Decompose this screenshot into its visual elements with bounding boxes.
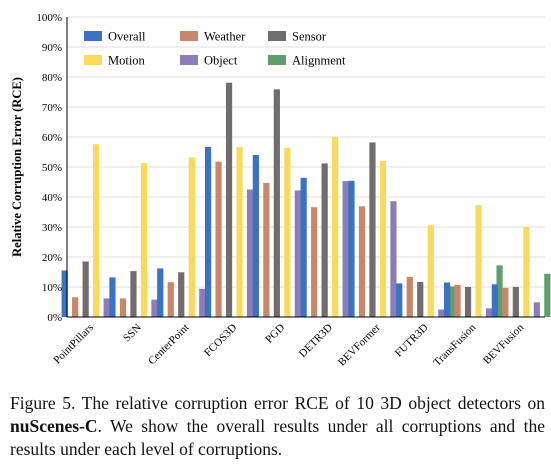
bar-weather-detr3d (311, 207, 318, 317)
bar-motion-bevfusion (523, 227, 530, 317)
bar-sensor-pointpillars (82, 261, 89, 317)
bar-object-fcos3d (246, 189, 254, 317)
bar-overall-transfusion (443, 282, 451, 317)
bar-sensor-bevfusion (512, 287, 519, 317)
bar-object-pointpillars (103, 298, 110, 317)
y-tick-label: 80% (42, 72, 62, 84)
bar-weather-bevfusion (502, 287, 509, 317)
x-tick-label: FCOS3D (202, 322, 239, 359)
bar-alignment-bevfusion (544, 273, 551, 317)
legend-label-overall: Overall (108, 30, 146, 44)
y-tick-label: 20% (42, 252, 62, 264)
axes (66, 17, 545, 318)
legend-label-weather: Weather (204, 30, 246, 44)
legend-label-motion: Motion (108, 54, 146, 68)
y-tick-label: 0% (47, 312, 62, 324)
bar-chart: 0% 10% 20% 30% 40% 50% 60% 70% 80% 90% 100% PointP… (10, 12, 551, 369)
x-tick-label: DETR3D (297, 322, 335, 360)
bar-sensor-centerpoint (178, 272, 185, 317)
x-tick-labels: PointPillars SSN CenterPoint FCOS3D PGD DETR3… (51, 321, 526, 368)
legend-label-object: Object (204, 54, 238, 68)
legend-swatch-sensor (268, 31, 286, 41)
bar-object-bevfusion (533, 302, 540, 317)
bar-sensor-pgd (273, 89, 280, 317)
bar-weather-pgd (263, 182, 270, 317)
y-axis-label: Relative Corruption Error (RCE) (10, 77, 24, 257)
legend-swatch-weather (180, 31, 198, 41)
x-tick-label: PGD (263, 322, 287, 346)
bar-overall-bevformer (348, 180, 355, 317)
bar-sensor-fcos3d (225, 82, 233, 317)
bar-overall-futr3d (396, 283, 403, 317)
bar-motion-pointpillars (93, 144, 100, 317)
bar-object-ssn (151, 299, 158, 317)
bar-motion-centerpoint (188, 157, 195, 317)
legend-label-alignment: Alignment (292, 54, 346, 68)
y-tick-label: 30% (42, 222, 62, 234)
bar-motion-pgd (284, 147, 291, 317)
legend-swatch-motion (84, 55, 102, 65)
bar-weather-transfusion (454, 284, 461, 317)
bar-motion-transfusion (475, 205, 482, 317)
legend-swatch-object (180, 55, 198, 65)
bar-motion-bevformer (379, 161, 387, 317)
legend-swatch-alignment (268, 55, 286, 65)
bar-overall-pgd (252, 155, 259, 317)
y-tick-label: 10% (42, 282, 62, 294)
bar-object-pgd (294, 190, 301, 317)
bar-motion-futr3d (427, 225, 434, 317)
bar-sensor-ssn (130, 271, 137, 317)
bar-motion-detr3d (332, 137, 339, 317)
bar-motion-ssn (140, 163, 148, 317)
bar-weather-ssn (119, 298, 127, 317)
y-tick-label: 100% (36, 12, 62, 24)
bar-overall-centerpoint (157, 268, 164, 317)
bar-weather-pointpillars (72, 297, 79, 317)
x-tick-label: PointPillars (51, 322, 96, 367)
caption-prefix: Figure 5. The relative corruption error … (10, 393, 545, 413)
bar-overall-fcos3d (204, 146, 212, 317)
legend: Overall Weather Sensor Motion Object Alignmen… (84, 30, 346, 68)
bar-weather-bevformer (358, 206, 366, 317)
bar-object-futr3d (438, 309, 445, 317)
bar-object-centerpoint (199, 288, 206, 317)
bar-weather-centerpoint (167, 282, 174, 317)
x-tick-label: SSN (121, 322, 144, 345)
y-tick-label: 70% (42, 102, 62, 114)
x-tick-label: BEVFusion (481, 321, 527, 367)
bar-sensor-futr3d (417, 281, 424, 317)
bar-alignment-futr3d (448, 286, 455, 317)
bar-sensor-transfusion (464, 287, 472, 317)
bar-weather-futr3d (406, 276, 413, 317)
bar-overall-bevfusion (491, 284, 498, 317)
bar-overall-ssn (109, 277, 116, 317)
bar-sensor-detr3d (321, 163, 328, 317)
y-tick-label: 90% (42, 42, 62, 54)
bar-overall-pointpillars (61, 270, 68, 317)
legend-swatch-overall (84, 31, 102, 41)
figure-caption: Figure 5. The relative corruption error … (10, 392, 545, 461)
y-tick-label: 40% (42, 192, 62, 204)
caption-suffix: . We show the overall results under all … (10, 416, 545, 459)
bar-weather-fcos3d (215, 161, 222, 317)
x-tick-label: TransFusion (431, 321, 478, 368)
x-tick-label: CenterPoint (146, 322, 192, 368)
bars (61, 82, 551, 317)
bar-object-bevformer (390, 201, 397, 317)
y-tick-label: 60% (42, 132, 62, 144)
y-tick-label: 50% (42, 162, 62, 174)
bar-overall-detr3d (300, 177, 307, 317)
x-tick-label: FUTR3D (393, 322, 431, 360)
bar-sensor-bevformer (369, 142, 376, 317)
bar-object-transfusion (485, 308, 493, 317)
y-tick-labels: 0% 10% 20% 30% 40% 50% 60% 70% 80% 90% 100% (36, 12, 62, 324)
bar-alignment-transfusion (496, 265, 503, 317)
caption-dataset-name: nuScenes-C (10, 416, 98, 436)
x-tick-label: BEVFormer (336, 321, 383, 368)
legend-label-sensor: Sensor (292, 30, 327, 44)
bar-motion-fcos3d (236, 146, 243, 317)
bar-object-detr3d (342, 181, 349, 317)
